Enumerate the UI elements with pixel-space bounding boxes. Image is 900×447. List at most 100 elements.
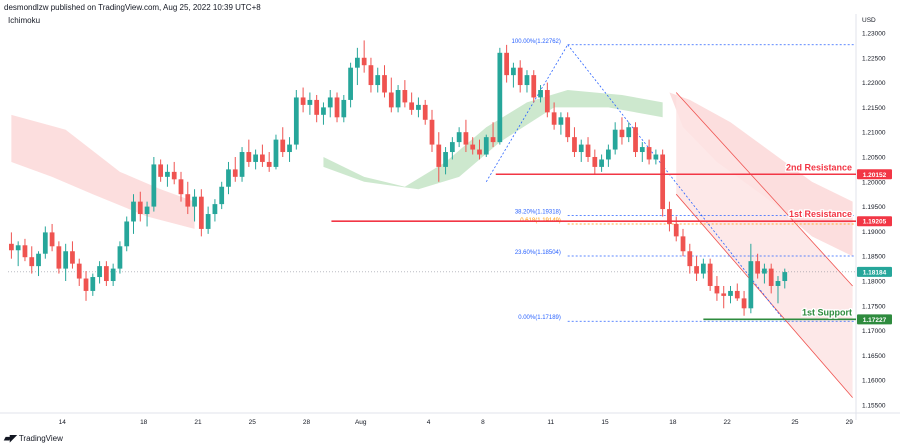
candle <box>660 154 666 210</box>
candle <box>443 152 448 167</box>
y-axis-tick: 1.18000 <box>862 279 886 286</box>
candle <box>185 194 191 207</box>
candle <box>517 67 523 86</box>
candle <box>694 266 699 274</box>
x-axis-tick: 15 <box>601 419 609 426</box>
candle <box>734 290 740 299</box>
y-axis-tick: 1.17500 <box>862 303 886 310</box>
candle <box>639 147 645 153</box>
candle <box>29 257 35 267</box>
candle <box>477 149 482 155</box>
candle <box>158 164 164 177</box>
candle <box>456 132 462 143</box>
candle <box>463 132 469 145</box>
candle <box>90 277 96 291</box>
candle <box>49 232 55 247</box>
candle <box>334 97 340 118</box>
candle <box>260 154 265 162</box>
candle <box>497 52 503 143</box>
y-axis-tick: 1.17000 <box>862 328 886 335</box>
candle <box>70 251 75 264</box>
candle <box>565 117 571 138</box>
candle <box>673 223 679 237</box>
candle <box>395 90 401 108</box>
candle <box>205 214 211 229</box>
x-axis-tick: 18 <box>140 419 148 426</box>
candle <box>755 261 761 274</box>
candle <box>728 290 733 296</box>
candle <box>402 90 408 103</box>
x-axis-tick: 18 <box>669 419 677 426</box>
candle <box>22 245 28 258</box>
channel-upper-line <box>675 92 853 287</box>
candle <box>585 144 591 157</box>
y-axis-tick: 1.19500 <box>862 204 886 211</box>
y-axis-tick: 1.22500 <box>862 55 886 62</box>
candle <box>63 251 69 269</box>
candle <box>382 75 387 93</box>
y-axis-tick: 1.21000 <box>862 130 886 137</box>
price-tag-label: 1.18184 <box>863 269 887 276</box>
candle <box>470 144 476 150</box>
fib-level-label: 23.60%(1.18504) <box>515 250 561 256</box>
candle <box>212 204 218 215</box>
candle <box>680 236 686 252</box>
candle <box>56 246 62 269</box>
candle <box>361 57 367 66</box>
y-axis-tick: 1.20000 <box>862 179 886 186</box>
candle <box>483 137 489 155</box>
candle <box>436 144 442 167</box>
candle <box>103 266 109 282</box>
price-tag <box>857 266 892 277</box>
candle <box>42 232 48 254</box>
candle <box>341 99 347 118</box>
y-axis-tick: 1.22000 <box>862 80 886 87</box>
candle <box>449 142 455 153</box>
candle <box>511 67 516 76</box>
candle <box>748 261 754 309</box>
candle <box>721 293 727 296</box>
price-tag-label: 1.20152 <box>863 172 887 179</box>
y-axis-currency: USD <box>862 17 876 24</box>
candle <box>422 104 428 120</box>
candle <box>606 149 611 160</box>
candle <box>97 266 102 278</box>
candle <box>599 159 604 167</box>
brand[interactable]: ▰◤ TradingView <box>4 433 63 444</box>
candle <box>626 127 632 138</box>
candle <box>524 75 530 86</box>
fib-level-label: 38.20%(1.19318) <box>515 210 561 216</box>
x-axis-tick: 4 <box>427 419 431 426</box>
y-axis-tick: 1.18500 <box>862 254 886 261</box>
candle <box>700 263 706 274</box>
candle <box>15 245 21 251</box>
x-axis-tick: 14 <box>59 419 67 426</box>
indicator-label[interactable]: Ichimoku <box>8 16 41 25</box>
candle <box>544 90 550 113</box>
candle <box>171 171 177 180</box>
y-axis-tick: 1.16000 <box>862 378 886 385</box>
tradingview-logo-icon: ▰◤ <box>4 433 17 443</box>
candle <box>707 263 713 286</box>
x-axis-tick: 8 <box>481 419 485 426</box>
candle <box>368 65 374 86</box>
candle <box>409 102 415 110</box>
candle <box>388 92 394 108</box>
candle <box>83 278 89 291</box>
fib-trend-line <box>485 44 569 182</box>
candle <box>36 253 41 267</box>
candle <box>538 90 543 98</box>
publisher-header: desmondlzw published on TradingView.com,… <box>4 3 261 12</box>
candle <box>192 196 197 207</box>
candle <box>741 298 747 309</box>
candle <box>131 201 136 222</box>
candle <box>124 221 130 247</box>
candle <box>273 139 279 167</box>
candle <box>531 75 537 98</box>
candle <box>572 137 577 153</box>
candle <box>490 137 496 143</box>
price-tag <box>857 216 892 227</box>
candle <box>768 268 774 286</box>
y-axis-tick: 1.15500 <box>862 403 886 410</box>
